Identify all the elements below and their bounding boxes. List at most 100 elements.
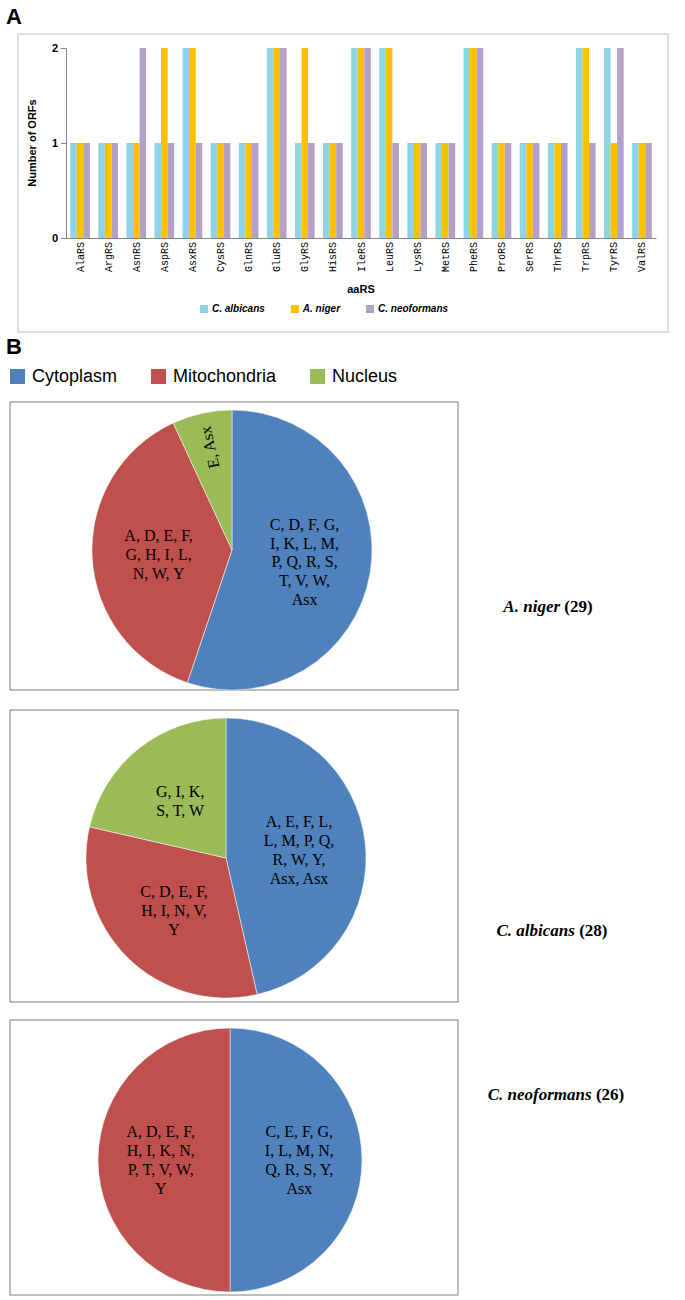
- legend-label: Mitochondria: [173, 366, 277, 386]
- pie: A, E, F, L,L, M, P, Q,R, W, Y,Asx, AsxC,…: [86, 718, 366, 998]
- bar: [554, 143, 561, 238]
- slice-label-line: I, L, M, N,: [265, 1142, 334, 1159]
- legend-swatch: [310, 369, 325, 384]
- pie-frame: [10, 710, 458, 1002]
- slice-label-line: G, H, I, L,: [125, 546, 191, 563]
- bar: [464, 48, 471, 238]
- bar: [435, 143, 442, 238]
- bar: [224, 143, 231, 238]
- bar: [239, 143, 246, 238]
- bar-series: [70, 48, 638, 238]
- slice-label: C, D, F, G, I, K, L, M, P, Q, R, S, T, V, W…: [270, 515, 339, 608]
- tick: ThrRS: [553, 238, 564, 272]
- bar: [133, 143, 140, 238]
- bar-series: [83, 48, 651, 238]
- slice-label-line: A, D, E, F,: [126, 1123, 195, 1140]
- legend-label: A. niger: [302, 303, 341, 314]
- tick-label: 1: [52, 137, 58, 149]
- title-part: (29): [560, 597, 593, 616]
- slice-label: G, I, K,S, T, W: [156, 783, 205, 819]
- legend-label: Cytoplasm: [32, 366, 117, 386]
- bar: [520, 143, 527, 238]
- y-axis: 0 1 2: [52, 42, 67, 244]
- slice-label-line: P, T, V, W,: [128, 1161, 194, 1178]
- pie: C, D, F, G, I, K, L, M, P, Q, R, S, T, V, W…: [92, 410, 372, 690]
- bar: [267, 48, 274, 238]
- slice-label-line: T, V, W,: [279, 572, 330, 589]
- legend-label: C. neoformans: [378, 303, 448, 314]
- bar: [273, 48, 280, 238]
- slice-label-line: I, K, L, M,: [270, 534, 339, 551]
- x-axis: AlaRSArgRSAsnRSAspRSAsxRSCysRSGlnRSGluRS…: [67, 238, 657, 272]
- bar: [576, 48, 583, 238]
- bar: [189, 48, 196, 238]
- tick-label: IleRS: [357, 242, 368, 272]
- title-part: A. niger: [502, 597, 560, 616]
- bar: [83, 143, 90, 238]
- legend-swatch: [151, 369, 166, 384]
- title-part: (26): [592, 1085, 625, 1104]
- bar: [364, 48, 371, 238]
- slice-label-line: Asx: [286, 1180, 312, 1197]
- bar: [611, 143, 618, 238]
- tick: 0: [52, 232, 66, 244]
- slice-label-line: R, W, Y,: [273, 851, 326, 868]
- slice: [92, 423, 232, 683]
- slice-label-line: H, I, N, V,: [141, 902, 207, 919]
- slice-label: A, D, E, F,G, H, I, L,N, W, Y: [124, 527, 192, 582]
- bar: [308, 143, 315, 238]
- slice-label-line: P, Q, R, S,: [271, 553, 337, 570]
- bar: [168, 143, 175, 238]
- bar: [280, 48, 287, 238]
- tick: CysRS: [216, 238, 227, 272]
- tick: GlnRS: [244, 238, 255, 272]
- slice-label-line: Asx, Asx: [270, 870, 329, 887]
- tick-label: SerRS: [525, 242, 536, 272]
- tick-label: AsxRS: [188, 242, 199, 272]
- tick-label: ThrRS: [553, 242, 564, 272]
- tick-mark: [61, 238, 66, 239]
- bar: [196, 143, 203, 238]
- bar: [492, 143, 499, 238]
- legend-item: Mitochondria: [151, 366, 277, 386]
- bar: [211, 143, 218, 238]
- tick-label: 2: [52, 42, 58, 54]
- title-part: C. neoformans: [488, 1085, 592, 1104]
- tick-label: GluRS: [272, 242, 283, 272]
- tick-label: LeuRS: [385, 242, 396, 272]
- legend-item: Cytoplasm: [10, 366, 117, 386]
- slice-label-line: H, I, K, N,: [127, 1142, 195, 1159]
- bar: [589, 143, 596, 238]
- axis-line: [67, 238, 657, 239]
- bar: [295, 143, 302, 238]
- slice-label-line: C, D, F, G,: [270, 515, 339, 532]
- bar: [639, 143, 646, 238]
- tick: TyrRS: [609, 238, 620, 272]
- tick: PheRS: [469, 238, 480, 272]
- bar: [105, 143, 112, 238]
- slice-label: C, E, F, G,I, L, M, N,Q, R, S, Y,Asx: [265, 1123, 334, 1197]
- bar: [498, 143, 505, 238]
- slice-label: A, D, E, F,H, I, K, N,P, T, V, W,Y: [126, 1123, 195, 1197]
- tick: TrpRS: [581, 238, 592, 272]
- slice-label-line: C, E, F, G,: [265, 1123, 333, 1140]
- tick-label: 0: [52, 232, 58, 244]
- pie-frame: [10, 1020, 458, 1295]
- legend-swatch: [200, 305, 208, 313]
- slices: [92, 410, 372, 690]
- title-part: (28): [575, 921, 608, 940]
- bar: [561, 143, 568, 238]
- tick-label: ValRS: [637, 242, 648, 272]
- bar: [252, 143, 259, 238]
- tick-label: TrpRS: [581, 242, 592, 272]
- legend-swatch: [366, 305, 374, 313]
- bars: [70, 48, 652, 238]
- chart-frame: [18, 34, 668, 332]
- slice-label-line: S, T, W: [156, 802, 205, 819]
- tick: MetRS: [441, 238, 452, 272]
- title-part: C. albicans: [497, 921, 576, 940]
- tick: GlyRS: [300, 238, 311, 272]
- tick-label: ArgRS: [104, 242, 115, 272]
- bar: [98, 143, 105, 238]
- tick-label: HisRS: [328, 242, 339, 272]
